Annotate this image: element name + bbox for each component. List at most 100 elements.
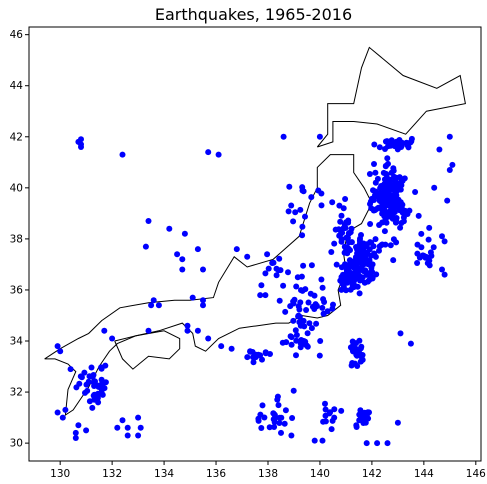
earthquake-point	[322, 418, 329, 425]
earthquake-point	[340, 225, 347, 232]
earthquake-point	[299, 232, 306, 239]
earthquake-point	[393, 239, 400, 246]
earthquake-point	[303, 342, 310, 349]
y-tick-label: 38	[10, 233, 23, 245]
earthquake-point	[261, 414, 268, 421]
earthquake-point	[330, 301, 336, 308]
earthquake-point	[337, 231, 344, 238]
earthquake-point	[59, 414, 66, 421]
earthquake-point	[145, 327, 152, 334]
earthquake-point	[276, 414, 283, 421]
earthquake-point	[300, 317, 307, 324]
earthquake-point	[102, 362, 109, 369]
earthquake-point	[184, 327, 191, 334]
earthquake-point	[399, 177, 406, 184]
earthquake-point	[439, 266, 445, 273]
earthquake-point	[288, 334, 295, 341]
earthquake-point	[294, 274, 301, 281]
earthquake-point	[293, 283, 300, 290]
earthquake-point	[142, 243, 149, 250]
earthquake-point	[382, 146, 388, 152]
earthquake-point	[346, 257, 353, 264]
earthquake-point	[390, 165, 397, 172]
earthquake-point	[426, 224, 433, 231]
earthquake-point	[368, 268, 375, 275]
earthquake-point	[262, 349, 269, 356]
earthquake-point	[137, 424, 144, 431]
y-tick-label: 32	[10, 387, 23, 399]
earthquake-point	[84, 387, 91, 394]
x-tick-label: 136	[206, 468, 226, 480]
earthquake-point	[363, 270, 370, 277]
earthquake-point	[278, 429, 284, 436]
x-tick-label: 132	[102, 468, 122, 480]
earthquake-point	[311, 437, 318, 444]
earthquake-point	[257, 292, 264, 299]
earthquake-point	[390, 257, 397, 264]
earthquake-point	[388, 169, 395, 176]
earthquake-point	[228, 345, 235, 352]
earthquake-point	[430, 244, 437, 251]
earthquake-point	[356, 240, 363, 247]
earthquake-point	[297, 206, 304, 213]
earthquake-point	[357, 345, 364, 352]
earthquake-point	[282, 407, 289, 414]
earthquake-point	[391, 198, 398, 205]
earthquake-point	[340, 205, 347, 212]
earthquake-point	[255, 415, 262, 422]
earthquake-point	[289, 415, 296, 421]
earthquake-point	[258, 425, 265, 431]
earthquake-point	[376, 197, 383, 204]
earthquake-point	[290, 387, 297, 394]
earthquake-point	[354, 250, 361, 257]
earthquake-point	[328, 426, 335, 433]
earthquake-point	[416, 254, 423, 261]
earthquake-point	[301, 323, 308, 330]
earthquake-point	[395, 205, 402, 212]
earthquake-point	[102, 379, 109, 386]
earthquake-point	[288, 202, 295, 209]
earthquake-point	[302, 213, 308, 220]
earthquake-point	[351, 277, 358, 284]
x-tick-label: 134	[154, 468, 174, 480]
earthquake-point	[299, 223, 306, 230]
earthquake-point	[308, 325, 315, 332]
earthquake-point	[318, 190, 325, 197]
earthquake-point	[316, 352, 323, 359]
earthquake-point	[262, 292, 269, 299]
earthquake-point	[275, 267, 282, 274]
earthquake-point	[345, 230, 352, 237]
earthquake-point	[446, 167, 453, 173]
earthquake-point	[382, 162, 389, 169]
earthquake-point	[181, 230, 188, 237]
earthquake-point	[166, 225, 173, 232]
earthquake-point	[57, 348, 64, 355]
earthquake-point	[299, 187, 306, 194]
earthquake-point	[441, 238, 448, 245]
earthquake-point	[320, 310, 327, 317]
earthquake-point	[189, 294, 196, 301]
earthquake-point	[392, 142, 399, 149]
earthquake-point	[124, 432, 131, 439]
earthquake-point	[262, 270, 269, 277]
earthquake-point	[356, 290, 363, 297]
earthquake-point	[344, 270, 351, 277]
earthquake-point	[333, 261, 340, 268]
earthquake-point	[348, 239, 355, 246]
earthquake-point	[200, 297, 206, 304]
earthquake-point	[415, 212, 422, 219]
earthquake-point	[184, 322, 191, 329]
earthquake-point	[200, 266, 206, 273]
earthquake-point	[341, 249, 348, 256]
earthquake-point	[449, 161, 456, 168]
earthquake-point	[373, 190, 380, 196]
earthquake-point	[381, 228, 388, 235]
earthquake-point	[369, 195, 375, 202]
earthquake-point	[291, 296, 298, 303]
earthquake-point	[200, 302, 206, 309]
earthquake-point	[366, 171, 373, 177]
earthquake-point	[275, 402, 282, 409]
earthquake-point	[305, 299, 312, 306]
earthquake-point	[295, 303, 302, 310]
